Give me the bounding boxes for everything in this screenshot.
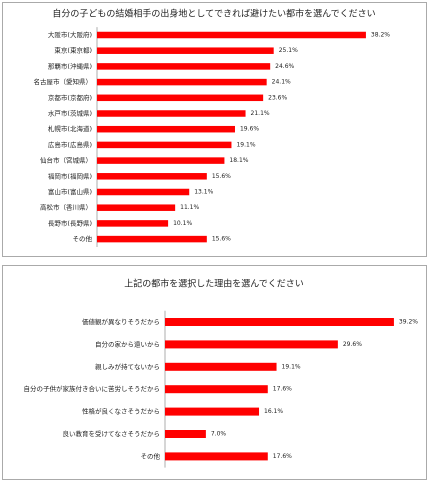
category-label: 京都市(京都府) (48, 93, 92, 102)
bar (97, 235, 207, 243)
category-label: 東京(東京都) (54, 46, 92, 55)
value-label: 29.6% (343, 341, 362, 348)
panel-frame (2, 265, 427, 480)
value-label: 38.2% (371, 32, 390, 39)
category-label: 自分の子供が家族付き合いに苦労しそうだから (24, 384, 161, 393)
category-label: 性格が良くなさそうだから (82, 407, 160, 416)
category-label: 高松市（香川県） (40, 203, 92, 212)
bar (97, 125, 235, 133)
bar (165, 340, 338, 349)
category-label: 水戸市(茨城県) (48, 109, 92, 118)
category-label: その他 (141, 451, 161, 460)
value-label: 19.1% (236, 141, 255, 148)
category-label: 親しみが持てないから (95, 362, 160, 371)
value-label: 7.0% (211, 431, 227, 438)
category-label: 大阪市(大阪府) (48, 30, 92, 39)
category-label: 広島市(広島県) (48, 140, 92, 149)
bar (165, 385, 268, 394)
category-label: 良い教育を受けてなさそうだから (63, 429, 161, 438)
value-label: 24.1% (272, 79, 291, 86)
bar (165, 318, 394, 326)
value-label: 11.1% (180, 204, 199, 211)
category-label: 福岡市(福岡県) (48, 171, 92, 180)
category-label: 自分の家から遠いから (95, 339, 160, 348)
bar (97, 94, 264, 102)
bar (165, 362, 277, 371)
value-label: 15.6% (212, 236, 231, 243)
value-label: 10.1% (173, 220, 192, 227)
bar (97, 157, 225, 164)
bar (97, 188, 190, 196)
value-label: 21.1% (251, 110, 270, 117)
value-label: 23.6% (268, 94, 287, 101)
bar (97, 78, 267, 86)
bar (97, 110, 246, 117)
value-label: 16.1% (264, 408, 283, 415)
value-label: 15.6% (212, 173, 231, 180)
category-label: 富山市(富山県) (48, 187, 92, 196)
value-label: 13.1% (194, 189, 213, 196)
bar (97, 204, 176, 211)
bar (97, 63, 271, 70)
bar (97, 220, 169, 227)
value-label: 19.6% (240, 126, 259, 133)
category-label: 札幌市(北海道) (48, 124, 92, 133)
category-label: 長野市(長野県) (48, 218, 92, 227)
value-label: 19.1% (282, 363, 301, 370)
bar (165, 407, 260, 416)
value-label: 25.1% (279, 47, 298, 54)
category-label: その他 (73, 234, 93, 243)
bar (97, 31, 366, 39)
category-label: 名古屋市（愛知県） (34, 77, 93, 86)
value-label: 39.2% (399, 319, 418, 326)
category-label: 那覇市(沖縄県) (48, 61, 92, 70)
value-label: 18.1% (229, 157, 248, 164)
value-label: 17.6% (273, 386, 292, 393)
chart-title: 上記の都市を選択した理由を選んでください (124, 278, 304, 290)
value-label: 24.6% (275, 63, 294, 70)
category-label: 仙台市（宮城県） (40, 156, 92, 165)
value-label: 17.6% (273, 453, 292, 460)
bar (97, 141, 232, 149)
bar (165, 430, 206, 438)
bar (97, 173, 207, 180)
bar (97, 47, 274, 54)
category-label: 価値観が異なりそうだから (82, 317, 160, 326)
chart-title: 自分の子どもの結婚相手の出身地としてできれば避けたい都市を選んでください (52, 8, 375, 20)
bar (165, 452, 268, 461)
